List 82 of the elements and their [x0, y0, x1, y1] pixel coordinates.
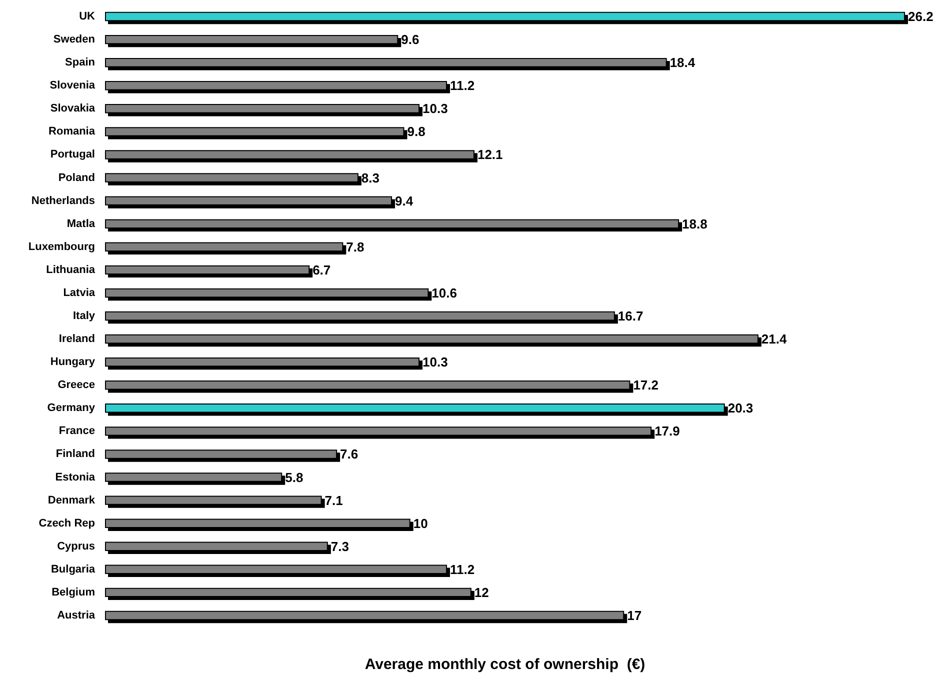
y-tick-label: Estonia [55, 471, 96, 484]
data-label: 26.2 [908, 9, 934, 24]
data-label: 18.4 [670, 55, 696, 70]
bar [105, 518, 410, 528]
bar [105, 81, 447, 90]
bar [105, 34, 398, 44]
bar [105, 404, 725, 413]
y-tick-label: Poland [58, 172, 95, 184]
bar [105, 265, 310, 275]
data-label: 17 [627, 608, 642, 623]
y-tick-label: Austria [57, 609, 96, 622]
data-label: 5.8 [285, 470, 304, 485]
y-tick-label: Portugal [50, 148, 95, 161]
data-label: 18.8 [682, 216, 708, 232]
bar [105, 496, 322, 505]
bar [105, 242, 344, 252]
data-label: 21.4 [761, 332, 788, 347]
data-label: 9.8 [407, 124, 426, 140]
y-tick-label: Netherlands [31, 194, 95, 207]
data-label: 7.1 [324, 492, 343, 508]
bar [105, 219, 680, 228]
data-label: 12 [474, 584, 489, 600]
y-tick-label: Greece [58, 379, 95, 392]
bar [105, 450, 338, 459]
y-tick-label: Slovenia [50, 80, 96, 92]
y-tick-label: Belgium [52, 586, 96, 598]
bar [105, 610, 624, 620]
y-tick-label: Luxembourg [28, 240, 95, 253]
y-tick-label: Finland [56, 448, 95, 460]
y-tick-label: Lithuania [46, 264, 96, 276]
data-label: 10.6 [432, 285, 457, 300]
bar [105, 12, 905, 22]
data-label: 10.3 [422, 354, 448, 370]
bar [105, 58, 667, 68]
y-tick-label: Bulgaria [50, 563, 96, 576]
data-label: 7.3 [330, 538, 349, 554]
bar [105, 311, 615, 321]
bar [105, 357, 420, 367]
y-tick-label: Ireland [58, 333, 95, 346]
bar [105, 127, 404, 136]
data-label: 7.8 [346, 239, 364, 254]
y-tick-label: Czech Rep [38, 517, 96, 530]
bar [105, 380, 630, 390]
y-tick-label: France [58, 425, 95, 438]
data-label: 11.2 [450, 78, 475, 94]
y-tick-label: Denmark [48, 494, 96, 506]
bar [105, 196, 392, 206]
bar [105, 150, 474, 160]
bar [105, 564, 447, 574]
data-label: 9.6 [401, 32, 420, 48]
y-tick-label: Hungary [50, 356, 96, 368]
y-tick-label: Latvia [63, 286, 96, 299]
bar [105, 426, 652, 436]
y-tick-label: Spain [65, 56, 96, 69]
bar [105, 288, 429, 298]
x-axis-title: Average monthly cost of ownership (€) [364, 656, 646, 673]
data-label: 11.2 [450, 562, 475, 577]
y-tick-label: Romania [48, 126, 96, 138]
bar [105, 173, 358, 182]
data-label: 8.3 [361, 170, 380, 186]
y-tick-label: Italy [72, 310, 96, 322]
data-label: 6.7 [312, 262, 331, 278]
data-label: 10 [413, 516, 428, 531]
data-label: 17.9 [654, 424, 680, 439]
data-label: 17.2 [633, 378, 659, 393]
y-tick-label: Cyprus [57, 540, 95, 552]
data-label: 20.3 [728, 400, 754, 416]
y-tick-label: Germany [47, 402, 96, 414]
y-tick-label: Sweden [53, 34, 96, 46]
bar [105, 104, 420, 114]
y-tick-label: UK [79, 10, 96, 23]
bar [105, 588, 472, 598]
data-label: 12.1 [477, 147, 503, 162]
y-tick-label: Slovakia [50, 102, 96, 115]
bar [105, 542, 328, 551]
y-tick-label: Matla [66, 218, 96, 230]
data-label: 9.4 [395, 193, 414, 208]
data-label: 7.6 [340, 446, 358, 462]
data-label: 10.3 [422, 101, 448, 116]
bar [105, 472, 282, 482]
bar [105, 334, 758, 344]
data-label: 16.7 [618, 308, 644, 324]
